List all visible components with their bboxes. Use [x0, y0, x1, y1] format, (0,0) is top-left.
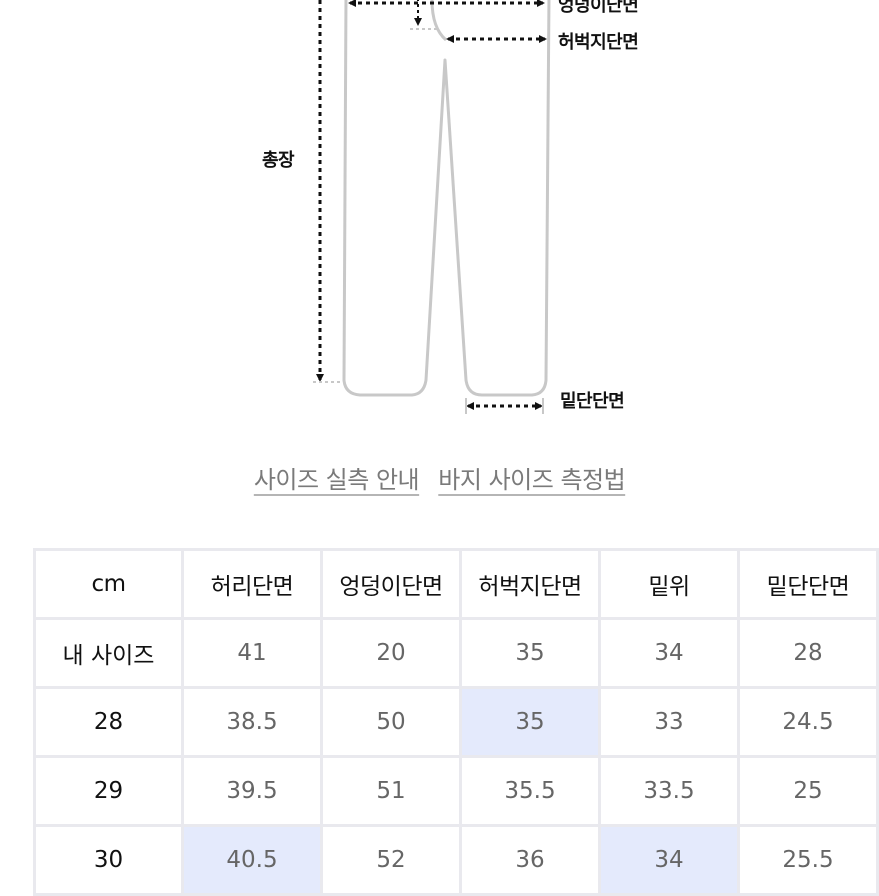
table-cell: 52	[321, 825, 462, 896]
column-header-rise: 밑위	[599, 548, 740, 620]
table-cell: 41	[182, 618, 323, 689]
table-cell: 24.5	[738, 687, 879, 758]
table-cell: 25.5	[738, 825, 879, 896]
table-cell: 28	[738, 618, 879, 689]
table-cell: 36	[460, 825, 601, 896]
column-header-unit: cm	[33, 548, 184, 620]
table-cell: 20	[321, 618, 462, 689]
column-header-thigh: 허벅지단면	[460, 548, 601, 620]
table-cell: 33.5	[599, 756, 740, 827]
table-row-size-28: 28 38.5 50 35 33 24.5	[33, 687, 879, 758]
table-cell-highlighted: 34	[599, 825, 740, 896]
table-cell-highlighted: 40.5	[182, 825, 323, 896]
table-cell: 35	[460, 618, 601, 689]
pants-outline	[313, 0, 551, 414]
pants-measure-method-link[interactable]: 바지 사이즈 측정법	[438, 466, 626, 494]
row-label: 28	[33, 687, 184, 758]
table-cell: 38.5	[182, 687, 323, 758]
table-row-size-29: 29 39.5 51 35.5 33.5 25	[33, 756, 879, 827]
table-cell-highlighted: 35	[460, 687, 601, 758]
table-cell: 51	[321, 756, 462, 827]
table-row-size-30: 30 40.5 52 36 34 25.5	[33, 825, 879, 896]
hem-width-label: 밑단단면	[560, 391, 625, 412]
table-cell: 25	[738, 756, 879, 827]
size-measure-guide-link[interactable]: 사이즈 실측 안내	[253, 466, 420, 494]
size-table: cm 허리단면 엉덩이단면 허벅지단면 밑위 밑단단면 내 사이즈 41 20 …	[33, 548, 879, 896]
table-header-row: cm 허리단면 엉덩이단면 허벅지단면 밑위 밑단단면	[33, 548, 879, 620]
table-cell: 35.5	[460, 756, 601, 827]
table-row-my-size: 내 사이즈 41 20 35 34 28	[33, 618, 879, 689]
hip-width-label: 엉덩이단면	[558, 0, 639, 16]
column-header-hem: 밑단단면	[738, 548, 879, 620]
table-cell: 33	[599, 687, 740, 758]
size-guide-links: 사이즈 실측 안내 바지 사이즈 측정법	[0, 460, 879, 495]
row-label: 29	[33, 756, 184, 827]
row-label: 내 사이즈	[33, 618, 184, 689]
total-length-label: 총장	[262, 150, 295, 171]
column-header-waist: 허리단면	[182, 548, 323, 620]
thigh-width-label: 허벅지단면	[558, 32, 639, 53]
row-label: 30	[33, 825, 184, 896]
table-cell: 50	[321, 687, 462, 758]
pants-measurement-diagram: 엉덩이단면 허벅지단면 총장 밑단단면	[0, 0, 879, 440]
table-cell: 34	[599, 618, 740, 689]
table-cell: 39.5	[182, 756, 323, 827]
column-header-hip: 엉덩이단면	[321, 548, 462, 620]
